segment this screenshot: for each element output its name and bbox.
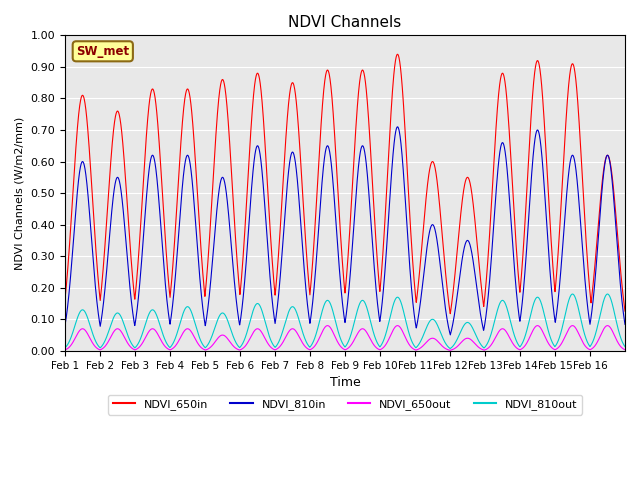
NDVI_810out	[176, 322, 184, 327]
NDVI_810out	[61, 345, 69, 350]
NDVI_810in	[176, 217, 184, 223]
NDVI_650out	[502, 328, 510, 334]
NDVI_650out	[61, 347, 69, 353]
NDVI_650out	[536, 324, 543, 330]
Line: NDVI_650out: NDVI_650out	[65, 325, 625, 350]
NDVI_810out	[604, 291, 611, 297]
NDVI_650in	[176, 158, 184, 164]
NDVI_810in	[536, 134, 543, 140]
NDVI_650out	[604, 323, 611, 328]
NDVI_810out	[621, 344, 629, 349]
Line: NDVI_650in: NDVI_650in	[65, 54, 625, 313]
NDVI_810in	[467, 243, 474, 249]
NDVI_810out	[502, 302, 510, 308]
NDVI_650out	[621, 347, 629, 353]
NDVI_810out	[467, 321, 474, 327]
NDVI_810in	[394, 124, 401, 130]
NDVI_810in	[502, 157, 510, 163]
NDVI_810in	[417, 296, 425, 301]
NDVI_650in	[621, 308, 629, 314]
NDVI_650in	[394, 51, 401, 57]
Line: NDVI_810in: NDVI_810in	[65, 127, 625, 335]
Legend: NDVI_650in, NDVI_810in, NDVI_650out, NDVI_810out: NDVI_650in, NDVI_810in, NDVI_650out, NDV…	[108, 395, 582, 415]
Y-axis label: NDVI Channels (W/m2/mm): NDVI Channels (W/m2/mm)	[15, 117, 25, 270]
NDVI_650out	[467, 336, 474, 342]
NDVI_810in	[61, 323, 69, 328]
NDVI_650out	[176, 336, 184, 342]
NDVI_650in	[467, 182, 474, 188]
NDVI_810out	[417, 338, 424, 344]
NDVI_650in	[502, 89, 510, 95]
NDVI_650in	[417, 254, 425, 260]
NDVI_650in	[447, 311, 454, 316]
NDVI_650out	[417, 345, 424, 351]
NDVI_810out	[615, 329, 623, 335]
Line: NDVI_810out: NDVI_810out	[65, 294, 625, 348]
NDVI_650out	[615, 341, 623, 347]
NDVI_810out	[536, 296, 543, 302]
NDVI_650in	[536, 65, 543, 71]
NDVI_650in	[61, 296, 69, 302]
NDVI_650out	[446, 348, 454, 353]
NDVI_810in	[621, 322, 629, 327]
NDVI_810out	[446, 346, 454, 351]
Text: SW_met: SW_met	[76, 45, 129, 58]
X-axis label: Time: Time	[330, 376, 360, 389]
Title: NDVI Channels: NDVI Channels	[289, 15, 402, 30]
NDVI_810in	[615, 266, 623, 272]
NDVI_650in	[615, 250, 623, 256]
NDVI_810in	[447, 332, 454, 338]
